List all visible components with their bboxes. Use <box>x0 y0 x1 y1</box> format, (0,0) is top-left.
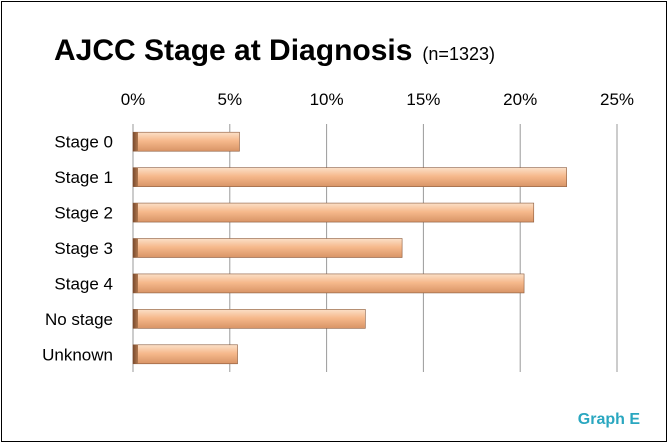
x-tick-label: 10% <box>310 90 344 109</box>
bar <box>132 344 238 365</box>
bar-base-shade <box>133 309 138 329</box>
bar <box>132 202 535 223</box>
bar-stage-0 <box>132 131 240 152</box>
category-label: No stage <box>45 310 113 329</box>
chart-title-text: AJCC Stage at Diagnosis <box>54 34 413 67</box>
chart-subtitle: (n=1323) <box>422 44 495 64</box>
bar-base-shade <box>133 238 138 258</box>
bar-stage-2 <box>132 202 535 223</box>
category-label: Stage 3 <box>54 239 113 258</box>
bar-base-shade <box>133 167 138 187</box>
bar-stage-4 <box>132 273 525 294</box>
bar-stage-1 <box>132 167 567 187</box>
x-tick-labels: 0% 5% 10% 15% 20% 25% <box>121 90 634 109</box>
bar-unknown <box>132 344 238 365</box>
category-label: Unknown <box>42 345 113 364</box>
bar-base-shade <box>133 132 138 152</box>
chart-title: AJCC Stage at Diagnosis (n=1323) <box>54 34 495 68</box>
bar-no-stage <box>132 309 366 329</box>
bar <box>132 167 567 187</box>
x-tick-label: 5% <box>218 90 243 109</box>
bar-stage-3 <box>132 238 403 258</box>
bar <box>132 273 525 294</box>
category-label: Stage 2 <box>54 204 113 223</box>
category-label: Stage 4 <box>54 274 113 293</box>
bars <box>132 131 567 365</box>
bar-base-shade <box>133 203 138 223</box>
category-label: Stage 1 <box>54 168 113 187</box>
category-label: Stage 0 <box>54 133 113 152</box>
category-labels: Stage 0 Stage 1 Stage 2 Stage 3 Stage 4 No st… <box>42 133 113 365</box>
x-tick-label: 20% <box>503 90 537 109</box>
bar <box>132 131 240 152</box>
x-tick-label: 15% <box>406 90 440 109</box>
x-tick-label: 25% <box>600 90 634 109</box>
bar <box>132 309 366 329</box>
x-tick-label: 0% <box>121 90 146 109</box>
bar-base-shade <box>133 273 138 293</box>
bar <box>132 238 403 258</box>
graph-label: Graph E <box>577 411 640 428</box>
bar-base-shade <box>133 344 138 364</box>
